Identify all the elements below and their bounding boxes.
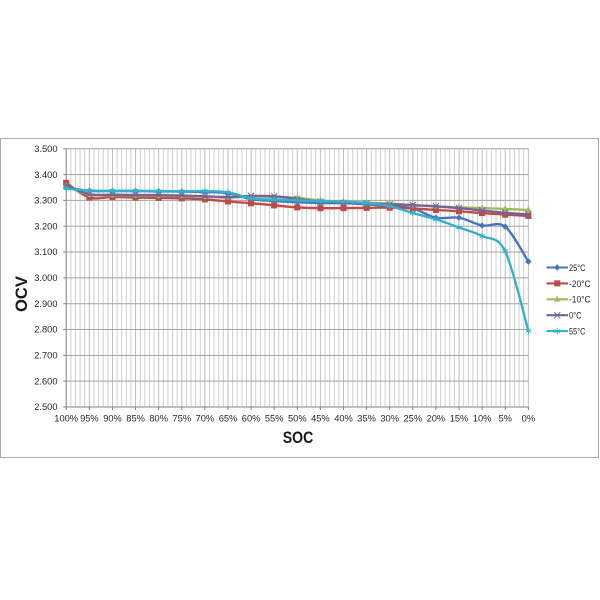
svg-text:3.100: 3.100 (34, 247, 57, 257)
svg-text:-20°C: -20°C (569, 279, 591, 290)
svg-text:2.900: 2.900 (34, 299, 57, 309)
svg-text:3.000: 3.000 (34, 273, 57, 283)
svg-text:55%: 55% (265, 414, 284, 424)
svg-text:2.700: 2.700 (34, 351, 57, 361)
svg-text:85%: 85% (126, 414, 145, 424)
svg-text:OCV: OCV (12, 275, 31, 312)
svg-text:45%: 45% (311, 414, 330, 424)
svg-text:3.400: 3.400 (34, 170, 57, 180)
svg-text:SOC: SOC (283, 428, 314, 447)
svg-text:20%: 20% (427, 414, 446, 424)
svg-text:2.600: 2.600 (34, 376, 57, 386)
svg-text:30%: 30% (380, 414, 399, 424)
svg-text:3.300: 3.300 (34, 196, 57, 206)
svg-text:2.800: 2.800 (34, 325, 57, 335)
svg-text:35%: 35% (357, 414, 376, 424)
svg-text:25°C: 25°C (569, 263, 586, 274)
svg-text:80%: 80% (149, 414, 168, 424)
svg-text:40%: 40% (334, 414, 353, 424)
svg-text:2.500: 2.500 (34, 402, 57, 412)
svg-text:0%: 0% (522, 414, 535, 424)
svg-text:3.500: 3.500 (34, 144, 57, 154)
svg-text:3.200: 3.200 (34, 221, 57, 231)
svg-text:75%: 75% (172, 414, 191, 424)
svg-text:-10°C: -10°C (569, 295, 591, 306)
svg-text:65%: 65% (219, 414, 238, 424)
svg-text:90%: 90% (103, 414, 122, 424)
svg-text:0°C: 0°C (569, 311, 582, 322)
svg-text:100%: 100% (54, 414, 78, 424)
svg-text:55°C: 55°C (569, 327, 586, 338)
svg-text:15%: 15% (450, 414, 469, 424)
svg-text:95%: 95% (80, 414, 99, 424)
svg-text:50%: 50% (288, 414, 307, 424)
svg-text:5%: 5% (498, 414, 511, 424)
svg-text:60%: 60% (242, 414, 261, 424)
svg-text:70%: 70% (196, 414, 215, 424)
svg-text:25%: 25% (403, 414, 422, 424)
svg-text:10%: 10% (473, 414, 492, 424)
